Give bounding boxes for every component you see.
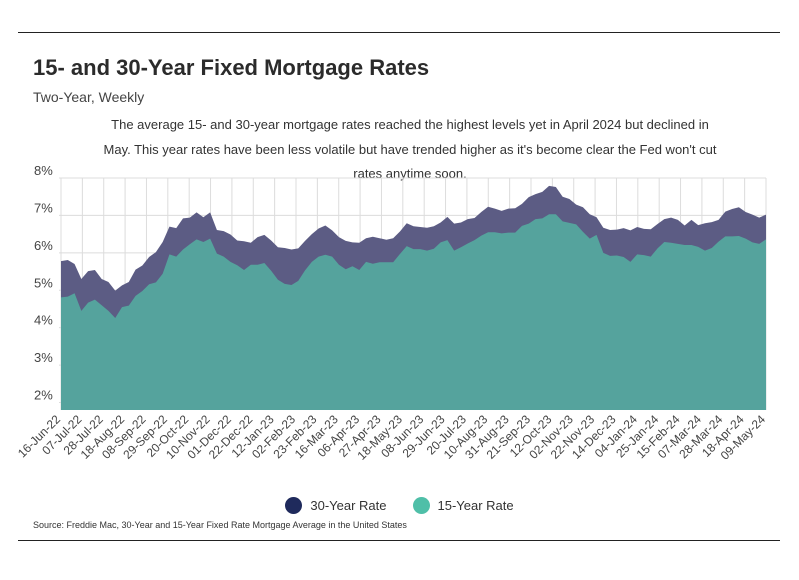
legend-swatch-30-year [285, 497, 303, 514]
chart-description: The average 15- and 30-year mortgage rat… [103, 117, 717, 181]
legend-item-30-year[interactable]: 30-Year Rate [285, 497, 387, 514]
chart-subtitle: Two-Year, Weekly [33, 89, 145, 105]
series-areas [61, 185, 766, 410]
y-tick-label: 4% [34, 313, 53, 328]
y-tick-label: 2% [34, 388, 53, 403]
y-tick-label: 7% [34, 200, 53, 215]
y-axis-ticks: 2% 3% 4% 5% 6% 7% 8% [34, 163, 53, 403]
legend: 30-Year Rate 15-Year Rate [0, 497, 799, 514]
source-note: Source: Freddie Mac, 30-Year and 15-Year… [33, 520, 407, 530]
legend-swatch-15-year [412, 497, 430, 514]
chart-title: 15- and 30-Year Fixed Mortgage Rates [33, 55, 430, 80]
y-tick-label: 5% [34, 275, 53, 290]
legend-label-30-year: 30-Year Rate [310, 498, 387, 513]
area-15-year-rate [61, 214, 766, 410]
x-axis-ticks: 16-Jun-2207-Jul-2228-Jul-2218-Aug-2208-S… [15, 412, 768, 463]
y-tick-label: 8% [34, 163, 53, 178]
legend-item-15-year[interactable]: 15-Year Rate [412, 497, 514, 514]
y-tick-label: 6% [34, 238, 53, 253]
top-rule [18, 32, 780, 33]
y-tick-label: 3% [34, 350, 53, 365]
bottom-rule [18, 540, 780, 541]
legend-label-15-year: 15-Year Rate [437, 498, 514, 513]
